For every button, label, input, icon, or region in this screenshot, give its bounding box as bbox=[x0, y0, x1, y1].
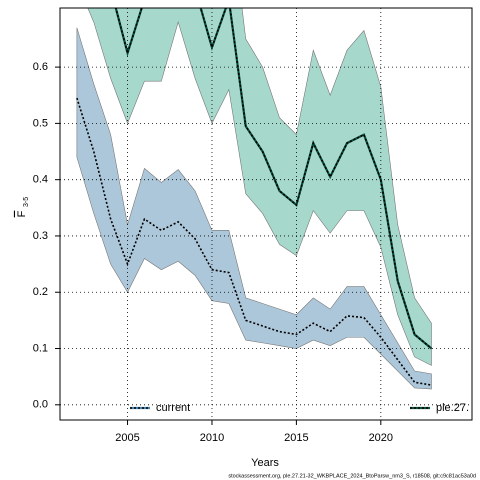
series-line bbox=[76, 97, 432, 386]
y-tick-label: 0.5 bbox=[33, 117, 48, 129]
y-axis-label-sub: 3-5 bbox=[23, 197, 30, 207]
plot-area bbox=[76, 8, 433, 390]
footer: stockassessment.org, ple.27.21-32_WKBPLA… bbox=[228, 473, 476, 479]
y-tick-label: 0.4 bbox=[33, 174, 48, 186]
x-axis-label: Years bbox=[251, 457, 279, 469]
x-tick-label: 2005 bbox=[115, 432, 139, 444]
confidence-band bbox=[76, 27, 432, 390]
series-line bbox=[114, 8, 432, 350]
legend-label: current bbox=[156, 402, 190, 414]
y-tick-label: 0.2 bbox=[33, 286, 48, 298]
y-axis-label-group: F 3-5 bbox=[16, 197, 30, 218]
x-tick-label: 2020 bbox=[369, 432, 393, 444]
confidence-band bbox=[87, 8, 432, 366]
y-tick-label: 0.1 bbox=[33, 342, 48, 354]
y-axis-label: F bbox=[16, 210, 28, 217]
y-tick-label: 0.0 bbox=[33, 399, 48, 411]
x-tick-label: 2010 bbox=[200, 432, 224, 444]
plot-frame bbox=[59, 7, 473, 421]
legend-label: ple.27. bbox=[436, 402, 469, 414]
y-tick-label: 0.3 bbox=[33, 230, 48, 242]
x-tick-label: 2015 bbox=[284, 432, 308, 444]
y-tick-label: 0.6 bbox=[33, 61, 48, 73]
